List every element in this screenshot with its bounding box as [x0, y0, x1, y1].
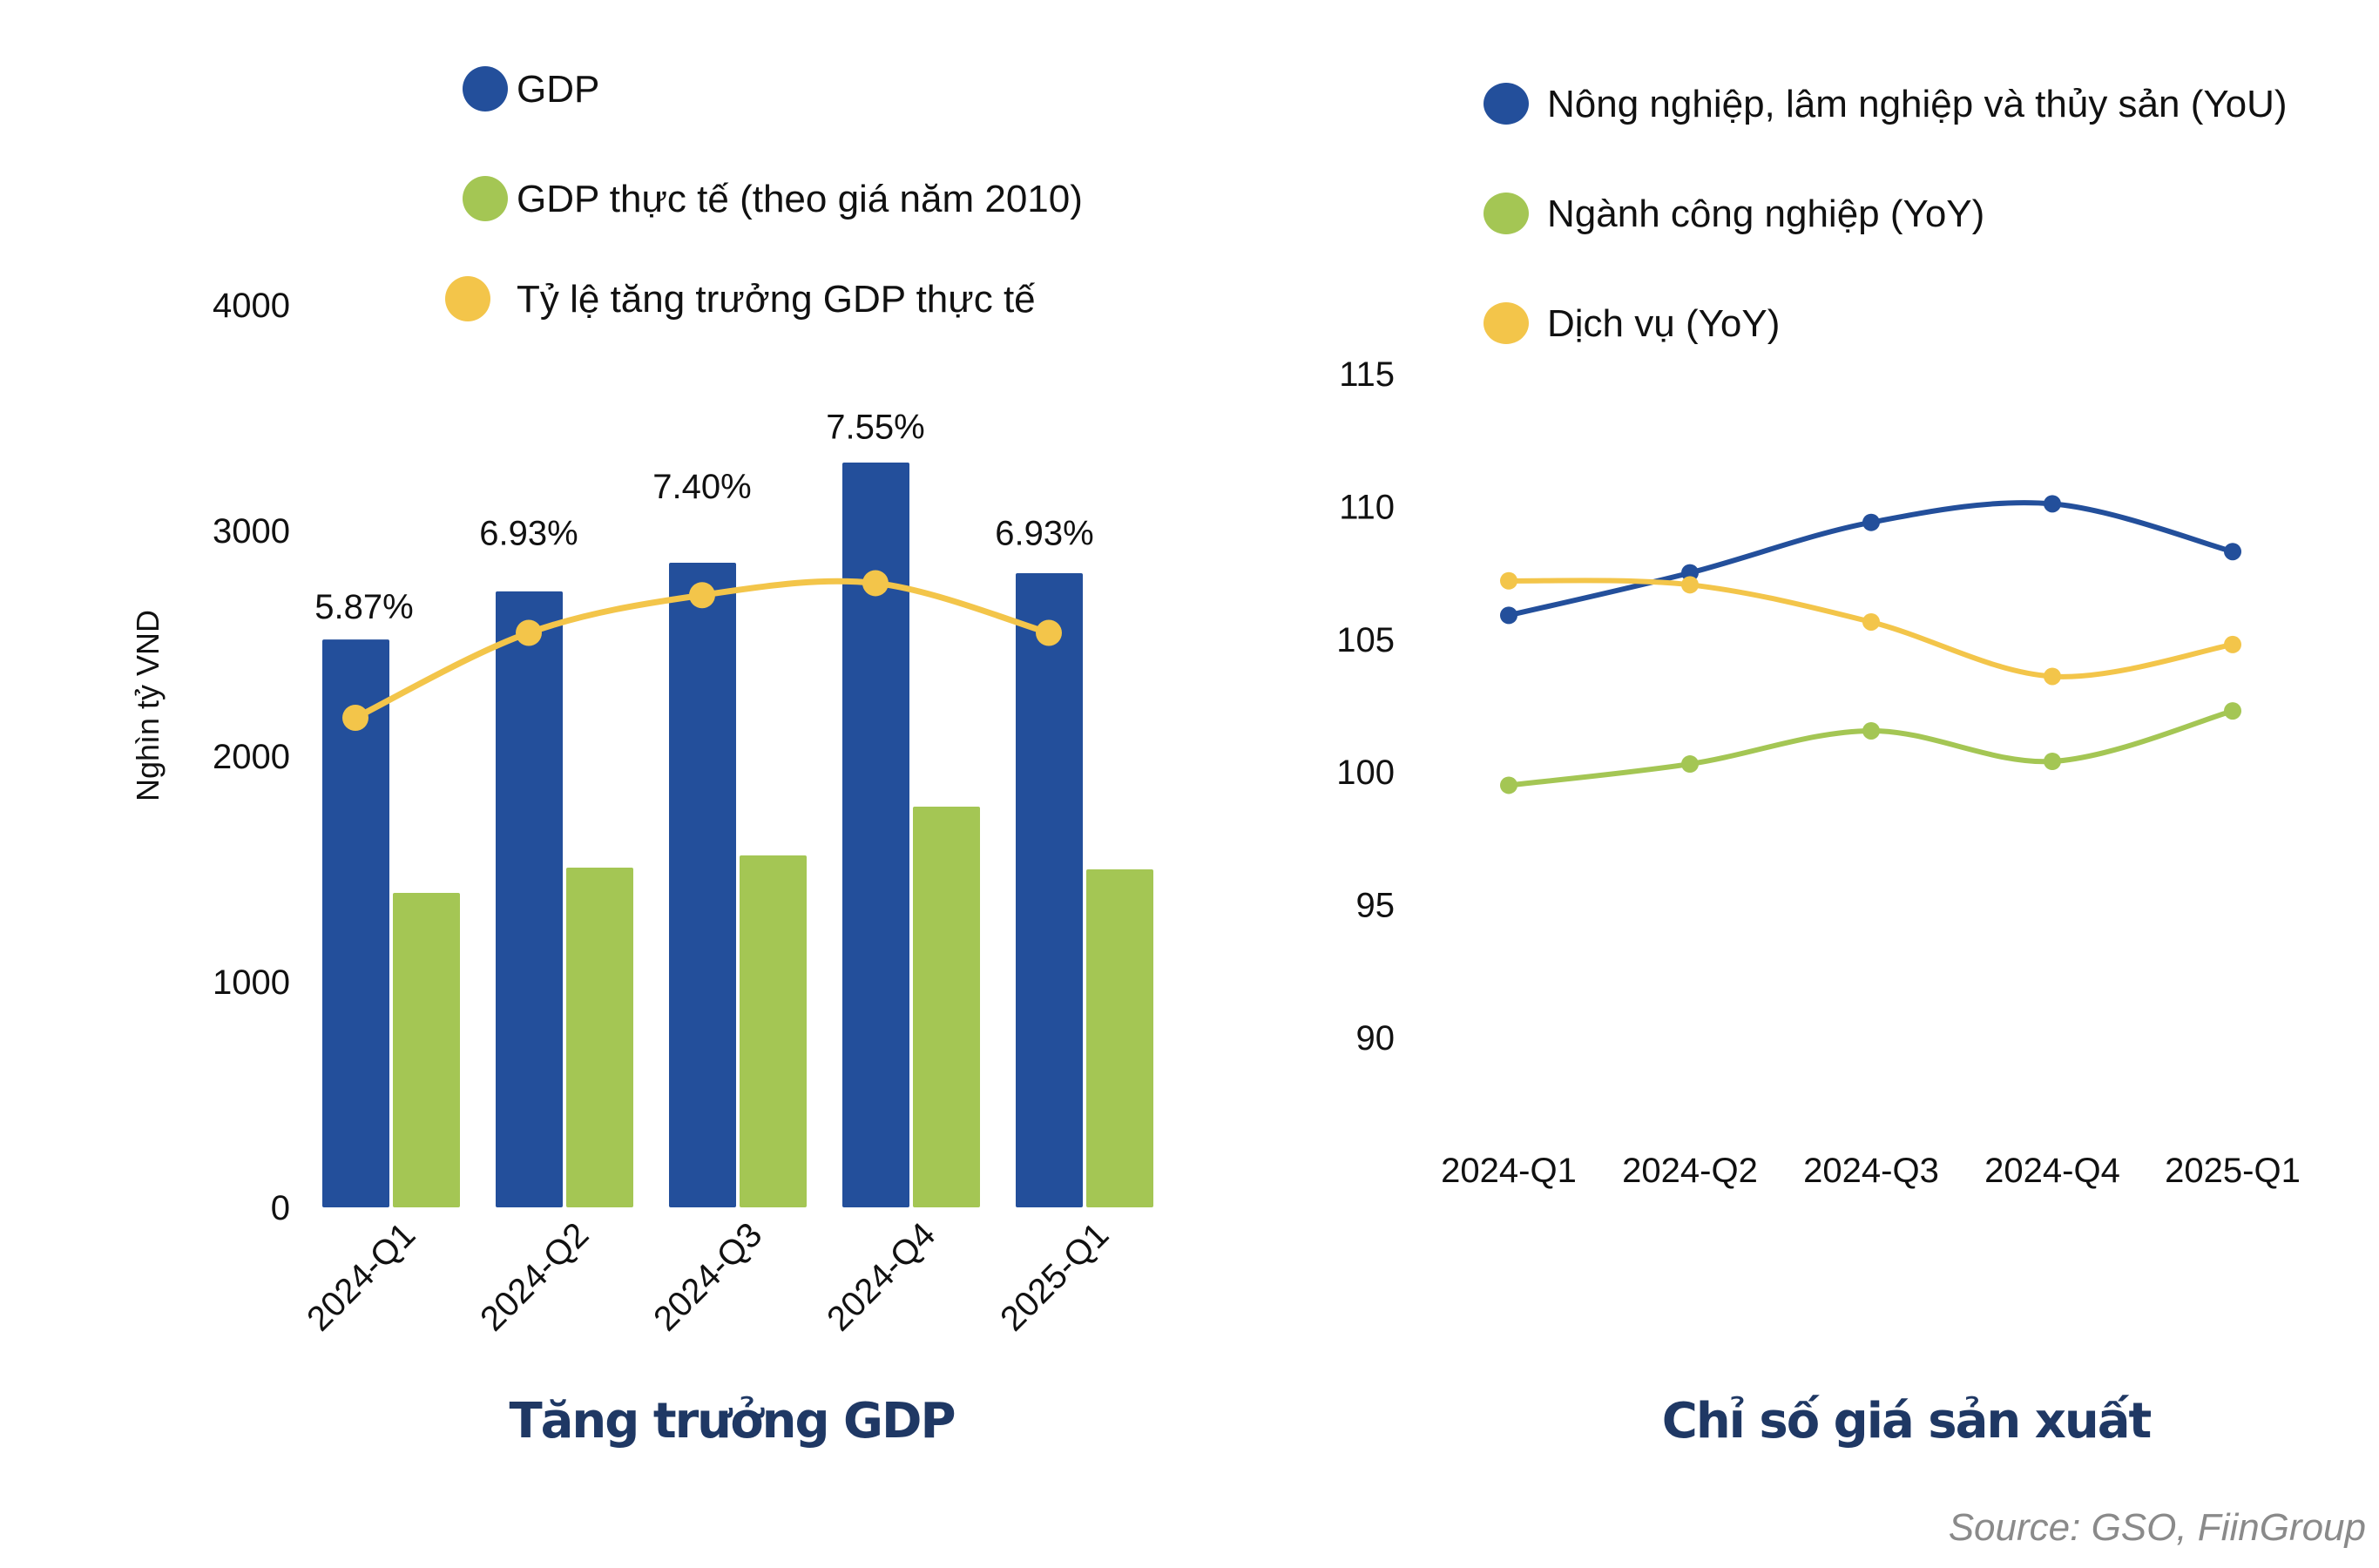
legend-marker-icon — [1483, 83, 1529, 125]
legend-marker-icon — [445, 276, 490, 321]
x-tick-label: 2024-Q1 — [300, 1215, 422, 1338]
data-point — [2044, 753, 2061, 771]
y-tick-label: 105 — [1336, 621, 1395, 659]
y-tick-label: 100 — [1336, 754, 1395, 792]
data-point — [2224, 635, 2241, 653]
gdp-bar — [842, 463, 909, 1207]
y-tick-label: 110 — [1339, 488, 1395, 526]
real-gdp-bar — [913, 807, 980, 1207]
x-tick-label: 2024-Q1 — [1441, 1152, 1577, 1190]
y-tick-label: 95 — [1356, 887, 1396, 925]
real-gdp-bar — [393, 892, 460, 1207]
data-point — [1500, 776, 1517, 794]
real-gdp-bar — [566, 867, 633, 1207]
gdp-bar — [496, 591, 563, 1207]
legend-marker-icon — [1483, 302, 1529, 344]
producer-price-index-chart: Nông nghiệp, lâm nghiệp và thủy sản (YoU… — [1336, 83, 2301, 1450]
x-tick-label: 2024-Q3 — [1803, 1152, 1939, 1190]
chart-title: Chỉ số giá sản xuất — [1662, 1393, 2152, 1450]
source-note: Source: GSO, FiinGroup — [1949, 1506, 2366, 1549]
y-axis: 90 95 100 105 110 115 — [1336, 355, 1395, 1058]
legend-marker-icon — [463, 176, 508, 221]
x-tick-label: 2024-Q4 — [1984, 1152, 2120, 1190]
growth-point — [689, 582, 715, 609]
data-point — [1500, 571, 1517, 590]
y-tick-label: 3000 — [213, 512, 290, 551]
legend-label: GDP thực tế (theo giá năm 2010) — [517, 178, 1083, 220]
lines — [1500, 495, 2241, 794]
growth-point — [1036, 619, 1062, 646]
y-tick-label: 90 — [1356, 1019, 1396, 1058]
y-tick-label: 2000 — [213, 738, 290, 776]
data-point — [1681, 564, 1699, 582]
legend: Nông nghiệp, lâm nghiệp và thủy sản (YoU… — [1483, 83, 2288, 345]
real-gdp-bar — [740, 855, 807, 1207]
data-point — [1681, 755, 1699, 774]
data-label: 5.87% — [314, 588, 413, 626]
chart-title: Tăng trưởng GDP — [509, 1393, 954, 1450]
data-point — [2044, 667, 2061, 686]
x-tick-label: 2024-Q2 — [1622, 1152, 1758, 1190]
growth-line: 5.87% 6.93% 7.40% 7.55% 6.93% — [314, 408, 1094, 731]
data-point — [2224, 702, 2241, 720]
legend: GDP GDP thực tế (theo giá năm 2010) Tỷ lệ … — [445, 66, 1083, 321]
data-label: 6.93% — [479, 514, 578, 552]
growth-point — [342, 705, 368, 731]
gdp-bar — [322, 639, 389, 1207]
data-point — [1500, 606, 1517, 625]
data-label: 6.93% — [995, 514, 1093, 552]
growth-point — [516, 619, 542, 646]
x-axis: 2024-Q1 2024-Q2 2024-Q3 2024-Q4 2025-Q1 — [300, 1215, 1116, 1338]
legend-label: Ngành công nghiệp (YoY) — [1547, 193, 1984, 235]
data-point — [1862, 513, 1880, 531]
data-point — [1862, 721, 1880, 740]
data-label: 7.40% — [652, 468, 751, 506]
gdp-bar — [1016, 572, 1083, 1207]
legend-label: Dịch vụ (YoY) — [1547, 302, 1780, 345]
legend-label: Nông nghiệp, lâm nghiệp và thủy sản (YoU… — [1547, 83, 2288, 125]
legend-label: GDP — [517, 68, 599, 111]
data-point — [1681, 576, 1699, 594]
growth-point — [862, 570, 889, 597]
real-gdp-bar — [1086, 869, 1153, 1207]
legend-marker-icon — [1483, 193, 1529, 234]
y-tick-label: 0 — [271, 1189, 290, 1227]
x-tick-label: 2024-Q2 — [473, 1215, 596, 1338]
data-label: 7.55% — [826, 408, 924, 446]
x-tick-label: 2025-Q1 — [2165, 1152, 2301, 1190]
data-point — [1862, 612, 1880, 631]
data-point — [2224, 543, 2241, 561]
y-axis: 0 1000 2000 3000 4000 — [213, 287, 290, 1227]
y-tick-label: 115 — [1339, 355, 1395, 394]
gdp-bar — [669, 563, 736, 1207]
x-tick-label: 2024-Q3 — [646, 1215, 769, 1338]
bars — [322, 463, 1153, 1207]
y-tick-label: 1000 — [213, 963, 290, 1002]
legend-marker-icon — [463, 66, 508, 112]
x-tick-label: 2025-Q1 — [993, 1215, 1116, 1338]
y-tick-label: 4000 — [213, 287, 290, 325]
y-axis-label: Nghìn tỷ VND — [130, 610, 166, 801]
x-tick-label: 2024-Q4 — [820, 1215, 943, 1338]
series-line — [1508, 708, 2234, 788]
x-axis: 2024-Q1 2024-Q2 2024-Q3 2024-Q4 2025-Q1 — [1441, 1152, 2301, 1190]
data-point — [2044, 495, 2061, 513]
legend-label: Tỷ lệ tăng trưởng GDP thực tế — [517, 278, 1036, 321]
gdp-growth-chart: Nghìn tỷ VND GDP GDP thực tế (theo giá nă… — [130, 66, 1153, 1450]
